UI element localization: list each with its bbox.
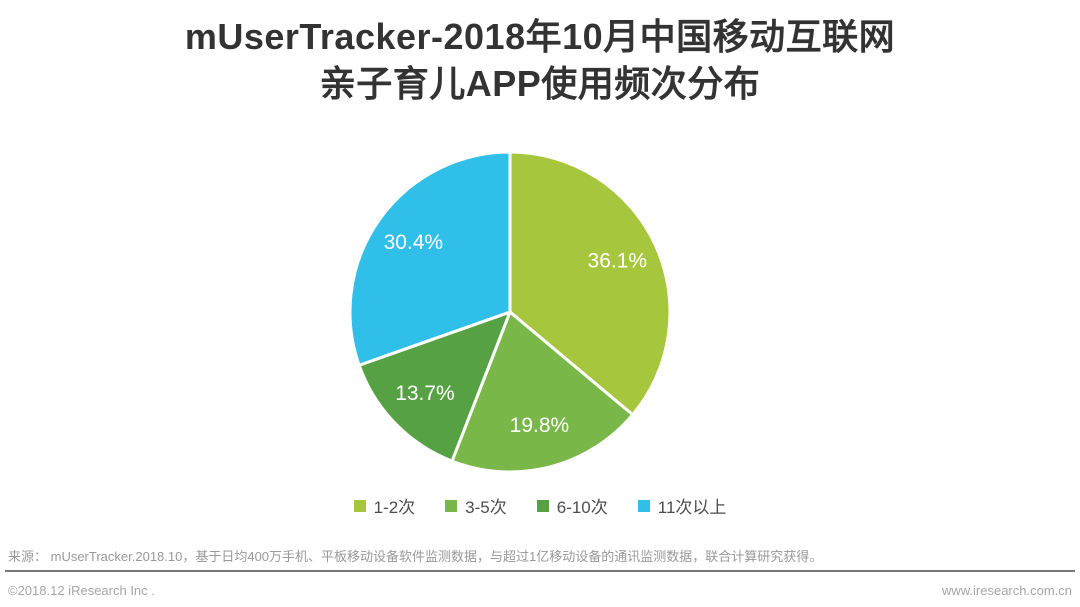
pie-slice-label-1: 36.1% bbox=[588, 249, 648, 272]
legend-label: 1-2次 bbox=[373, 498, 416, 517]
legend-swatch-icon bbox=[353, 499, 366, 512]
pie-slice-label-2: 19.8% bbox=[510, 414, 570, 437]
copyright: ©2018.12 iResearch Inc . bbox=[8, 583, 155, 598]
legend-swatch-icon bbox=[536, 499, 549, 512]
legend-swatch-icon bbox=[445, 499, 458, 512]
legend-item-1: 1-2次 bbox=[353, 493, 416, 518]
pie-slice-4 bbox=[348, 150, 512, 367]
chart-title-line2: 亲子育儿APP使用频次分布 bbox=[319, 63, 761, 104]
footer-divider bbox=[5, 570, 1075, 572]
legend-item-3: 6-10次 bbox=[536, 493, 608, 518]
chart-title-line1: mUserTracker-2018年10月中国移动互联网 bbox=[184, 16, 896, 57]
pie-slice-3 bbox=[357, 310, 512, 463]
source-note: 来源： mUserTracker.2018.10，基于日均400万手机、平板移动… bbox=[8, 549, 823, 564]
legend: 1-2次 3-5次 6-10次 11次以上 bbox=[0, 493, 1080, 518]
pie-slice-2 bbox=[450, 310, 635, 474]
legend-label: 11次以上 bbox=[657, 498, 727, 517]
legend-label: 3-5次 bbox=[465, 498, 507, 517]
legend-label: 6-10次 bbox=[556, 498, 608, 517]
pie-chart: 36.1% 19.8% 13.7% 30.4% bbox=[348, 150, 672, 474]
pie-slice-1 bbox=[508, 150, 672, 417]
legend-item-2: 3-5次 bbox=[445, 493, 507, 518]
legend-item-4: 11次以上 bbox=[637, 493, 727, 518]
pie-slice-label-3: 13.7% bbox=[395, 382, 455, 405]
pie-slice-label-4: 30.4% bbox=[384, 231, 444, 254]
legend-swatch-icon bbox=[637, 499, 650, 512]
chart-title: mUserTracker-2018年10月中国移动互联网 亲子育儿APP使用频次… bbox=[0, 13, 1080, 107]
website-url: www.iresearch.com.cn bbox=[941, 583, 1072, 598]
